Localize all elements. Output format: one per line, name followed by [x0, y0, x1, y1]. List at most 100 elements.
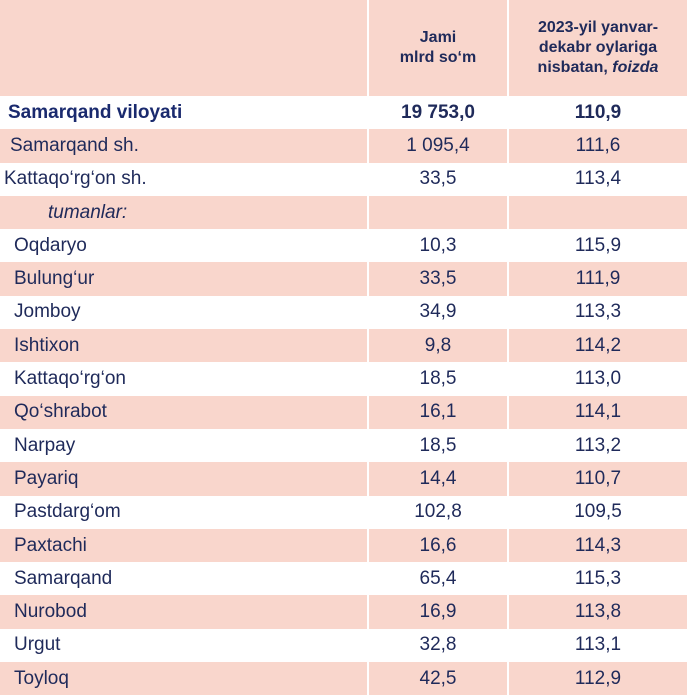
region-name: Samarqand viloyati — [8, 101, 183, 123]
percent-value: 113,2 — [574, 434, 622, 456]
percent-cell: 113,8 — [509, 595, 687, 629]
region-name: Payariq — [14, 467, 79, 489]
percent-cell: 111,6 — [509, 129, 687, 163]
percent-value: 112,9 — [574, 667, 622, 689]
percent-cell — [509, 195, 687, 230]
total-cell: 14,4 — [369, 462, 507, 496]
percent-cell: 114,3 — [509, 528, 687, 563]
header-percent: 2023-yil yanvar- dekabr oylariga nisbata… — [509, 0, 687, 96]
total-cell — [369, 195, 507, 230]
region-name: Kattaqo‘rg‘on — [14, 368, 126, 390]
table-row: Narpay 18,5 113,2 — [0, 428, 687, 463]
table-row: Toyloq 42,5 112,9 — [0, 662, 687, 696]
region-cell: Jomboy — [0, 295, 367, 330]
header-percent-line3: nisbatan, foizda — [537, 59, 659, 76]
table-body: Samarqand viloyati 19 753,0 110,9 Samarqand… — [0, 96, 687, 696]
region-cell: Bulung‘ur — [0, 262, 367, 296]
total-value: 33,5 — [419, 168, 457, 190]
region-cell: Paxtachi — [0, 528, 367, 563]
table-row: Jomboy 34,9 113,3 — [0, 295, 687, 330]
region-name: Urgut — [14, 634, 61, 656]
percent-cell: 113,0 — [509, 362, 687, 396]
region-name: Paxtachi — [14, 534, 87, 556]
region-name: Samarqand — [14, 567, 113, 589]
percent-value: 111,9 — [575, 268, 621, 290]
total-cell: 10,3 — [369, 229, 507, 263]
header-percent-italic: foizda — [612, 59, 659, 76]
percent-cell: 115,3 — [509, 562, 687, 596]
total-cell: 34,9 — [369, 295, 507, 330]
header-percent-line1: 2023-yil yanvar- — [537, 19, 659, 36]
percent-value: 114,3 — [574, 534, 622, 556]
total-cell: 19 753,0 — [369, 96, 507, 130]
region-cell: Oqdaryo — [0, 229, 367, 263]
percent-cell: 110,9 — [509, 96, 687, 130]
region-name: Ishtixon — [14, 334, 80, 356]
region-name: Samarqand sh. — [10, 134, 139, 156]
percent-cell: 112,9 — [509, 662, 687, 696]
table-row: tumanlar: — [0, 195, 687, 230]
total-cell: 16,1 — [369, 395, 507, 429]
region-name: Kattaqo‘rg‘on sh. — [4, 168, 147, 190]
table-row: Samarqand 65,4 115,3 — [0, 562, 687, 596]
table-row: Urgut 32,8 113,1 — [0, 628, 687, 663]
region-cell: Qo‘shrabot — [0, 395, 367, 429]
total-value: 18,5 — [419, 434, 457, 456]
percent-value: 110,9 — [574, 101, 622, 123]
region-cell: Samarqand viloyati — [0, 96, 367, 130]
table-header: Jami mlrd so‘m 2023-yil yanvar- dekabr o… — [0, 0, 687, 96]
total-cell: 102,8 — [369, 495, 507, 529]
total-value: 33,5 — [419, 268, 457, 290]
percent-value: 113,0 — [574, 368, 622, 390]
region-cell: Urgut — [0, 628, 367, 663]
total-cell: 18,5 — [369, 362, 507, 396]
region-cell: Kattaqo‘rg‘on — [0, 362, 367, 396]
percent-value: 113,1 — [574, 634, 622, 656]
percent-value: 114,2 — [574, 334, 622, 356]
header-total: Jami mlrd so‘m — [369, 0, 507, 96]
region-cell: Ishtixon — [0, 329, 367, 363]
percent-value: 113,4 — [574, 168, 622, 190]
percent-value: 109,5 — [574, 501, 622, 523]
table-row: Samarqand sh. 1 095,4 111,6 — [0, 129, 687, 163]
total-cell: 16,6 — [369, 528, 507, 563]
region-cell: Nurobod — [0, 595, 367, 629]
table-row: Nurobod 16,9 113,8 — [0, 595, 687, 629]
percent-cell: 110,7 — [509, 462, 687, 496]
table-row: Samarqand viloyati 19 753,0 110,9 — [0, 96, 687, 130]
table-row: Oqdaryo 10,3 115,9 — [0, 229, 687, 263]
region-name: Narpay — [14, 434, 76, 456]
percent-cell: 113,1 — [509, 628, 687, 663]
total-cell: 9,8 — [369, 329, 507, 363]
region-name: Qo‘shrabot — [14, 401, 107, 423]
region-name: Nurobod — [14, 601, 87, 623]
percent-value: 110,7 — [574, 467, 622, 489]
region-cell: Samarqand — [0, 562, 367, 596]
total-value: 16,1 — [419, 401, 457, 423]
total-value: 102,8 — [414, 501, 462, 523]
total-cell: 18,5 — [369, 428, 507, 463]
header-total-line1: Jami — [419, 29, 457, 46]
total-value: 65,4 — [419, 567, 457, 589]
region-cell: Toyloq — [0, 662, 367, 696]
region-cell: tumanlar: — [0, 195, 367, 230]
total-value: 16,6 — [419, 534, 457, 556]
region-name: Jomboy — [14, 301, 81, 323]
region-name: tumanlar: — [48, 201, 128, 223]
header-total-line2: mlrd so‘m — [399, 49, 477, 66]
total-value: 34,9 — [419, 301, 457, 323]
header-region — [0, 0, 367, 96]
total-value: 1 095,4 — [406, 134, 470, 156]
region-cell: Kattaqo‘rg‘on sh. — [0, 162, 367, 196]
percent-cell: 114,1 — [509, 395, 687, 429]
total-cell: 16,9 — [369, 595, 507, 629]
region-cell: Pastdarg‘om — [0, 495, 367, 529]
percent-value: 115,3 — [574, 567, 622, 589]
table-row: Ishtixon 9,8 114,2 — [0, 329, 687, 363]
table-row: Bulung‘ur 33,5 111,9 — [0, 262, 687, 296]
region-cell: Payariq — [0, 462, 367, 496]
total-value: 10,3 — [419, 234, 457, 256]
percent-cell: 113,4 — [509, 162, 687, 196]
table-row: Paxtachi 16,6 114,3 — [0, 528, 687, 563]
